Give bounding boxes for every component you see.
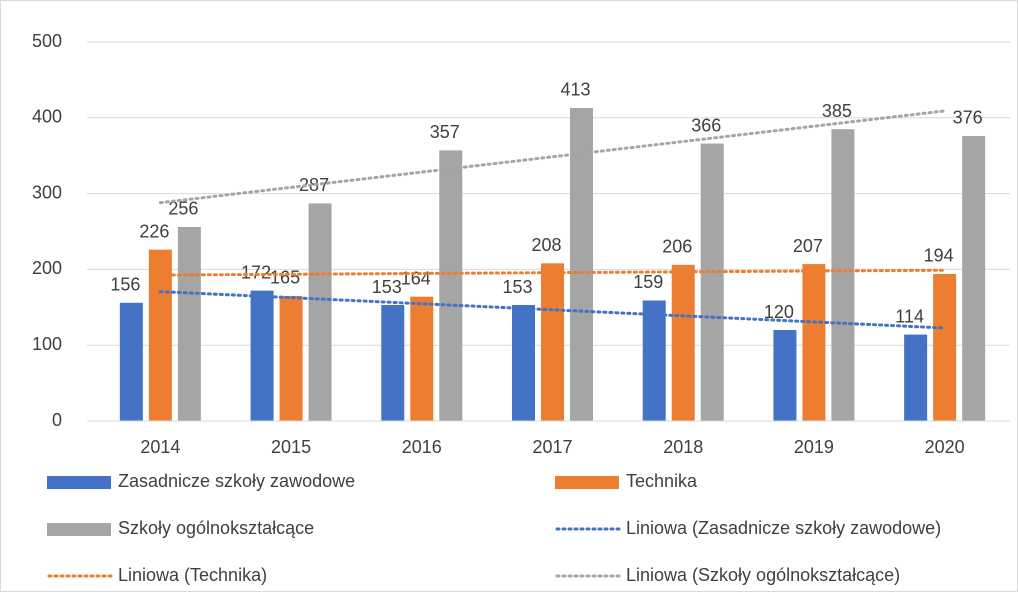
x-tick-label: 2014 <box>140 437 180 457</box>
data-label: 156 <box>110 275 140 295</box>
data-label: 385 <box>822 101 852 121</box>
legend-swatch <box>47 523 111 536</box>
bar <box>119 302 143 421</box>
x-tick-label: 2018 <box>663 437 703 457</box>
y-tick-label: 500 <box>32 31 62 51</box>
legend-label: Liniowa (Zasadnicze szkoły zawodowe) <box>626 518 941 538</box>
bar <box>802 264 826 421</box>
trendline <box>158 290 947 330</box>
bar <box>642 300 666 421</box>
data-label: 172 <box>241 262 271 282</box>
bar <box>250 290 274 421</box>
data-label: 376 <box>953 108 983 128</box>
data-label: 413 <box>560 80 590 100</box>
data-label: 206 <box>662 237 692 257</box>
y-tick-label: 200 <box>32 258 62 278</box>
data-label: 366 <box>691 115 721 135</box>
bar <box>671 264 695 421</box>
legend-label: Szkoły ogólnokształcące <box>118 518 314 538</box>
legend-swatch <box>47 476 111 489</box>
legend-label: Zasadnicze szkoły zawodowe <box>118 471 355 491</box>
x-tick-label: 2019 <box>794 437 834 457</box>
bar <box>962 135 986 421</box>
legend-label: Technika <box>626 471 698 491</box>
bar <box>279 295 303 421</box>
bar <box>381 305 405 421</box>
data-label: 164 <box>401 268 431 288</box>
x-tick-label: 2017 <box>532 437 572 457</box>
data-label: 207 <box>793 236 823 256</box>
trendline <box>158 268 947 277</box>
data-label: 194 <box>924 246 954 266</box>
data-label: 256 <box>168 199 198 219</box>
bar <box>410 296 434 421</box>
x-tick-label: 2016 <box>402 437 442 457</box>
bar <box>773 330 797 421</box>
bar <box>512 305 535 421</box>
data-label: 165 <box>270 268 300 288</box>
legend-swatch <box>555 476 619 489</box>
bar <box>933 273 957 421</box>
bar <box>570 107 593 422</box>
x-tick-label: 2015 <box>271 437 311 457</box>
y-tick-label: 0 <box>52 410 62 430</box>
trendline <box>158 109 947 205</box>
data-label: 120 <box>764 302 794 322</box>
data-label: 357 <box>430 122 460 142</box>
bar <box>177 226 201 421</box>
bar <box>904 334 928 421</box>
data-label: 159 <box>633 272 663 292</box>
y-tick-label: 400 <box>32 107 62 127</box>
data-label: 153 <box>372 277 402 297</box>
bar <box>700 143 724 421</box>
data-label: 226 <box>139 221 169 241</box>
legend-label: Liniowa (Technika) <box>118 565 267 585</box>
data-label: 153 <box>502 277 532 297</box>
legend-label: Liniowa (Szkoły ogólnokształcące) <box>626 565 900 585</box>
data-label: 114 <box>895 306 924 326</box>
bar <box>439 150 463 422</box>
y-tick-label: 300 <box>32 182 62 202</box>
data-label: 208 <box>531 235 561 255</box>
x-tick-label: 2020 <box>925 437 965 457</box>
bar <box>308 203 332 421</box>
bar <box>831 129 855 422</box>
bar <box>541 263 564 421</box>
y-tick-label: 100 <box>32 334 62 354</box>
